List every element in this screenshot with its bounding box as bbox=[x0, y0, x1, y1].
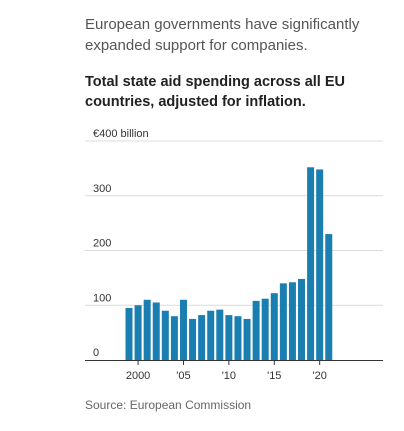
bar-2020 bbox=[316, 169, 324, 360]
bars bbox=[125, 167, 333, 360]
bar-2021 bbox=[325, 234, 333, 360]
bar-chart: 0 100 200 300 €400 billion 2000 '05 '10 '15 '20 bbox=[85, 128, 383, 382]
bar-2008 bbox=[207, 310, 215, 360]
y-tick-label: 0 bbox=[93, 347, 99, 359]
x-tick-label: '20 bbox=[313, 370, 327, 382]
bar-2017 bbox=[288, 282, 296, 360]
x-tick-label: 2000 bbox=[126, 370, 150, 382]
bar-2003 bbox=[161, 310, 169, 360]
x-tick-label: '15 bbox=[267, 370, 281, 382]
bar-2013 bbox=[252, 300, 260, 360]
bar-2012 bbox=[243, 318, 251, 360]
bar-2011 bbox=[234, 316, 242, 360]
bar-2004 bbox=[170, 316, 178, 360]
bar-2018 bbox=[298, 278, 306, 360]
y-tick-labels: 0 100 200 300 €400 billion bbox=[93, 128, 149, 359]
bar-2002 bbox=[152, 302, 160, 360]
y-tick-label: 300 bbox=[93, 183, 111, 195]
y-tick-label: €400 billion bbox=[93, 128, 149, 140]
bar-2015 bbox=[270, 293, 278, 360]
bar-2019 bbox=[307, 167, 315, 360]
bar-2001 bbox=[143, 299, 151, 360]
x-axis: 2000 '05 '10 '15 '20 bbox=[85, 360, 383, 382]
bar-2000 bbox=[134, 305, 142, 360]
bar-2010 bbox=[225, 315, 233, 360]
bar-2014 bbox=[261, 298, 269, 360]
bar-2016 bbox=[279, 283, 287, 360]
chart-title: Total state aid spending across all EU c… bbox=[85, 74, 345, 110]
gridlines bbox=[85, 140, 383, 306]
bar-1999 bbox=[125, 307, 133, 360]
bar-2007 bbox=[198, 315, 206, 360]
y-tick-label: 100 bbox=[93, 292, 111, 304]
y-tick-label: 200 bbox=[93, 238, 111, 250]
bar-2006 bbox=[189, 318, 197, 360]
intro-text: European governments have significantly … bbox=[85, 16, 360, 54]
x-tick-label: '10 bbox=[222, 370, 236, 382]
x-tick-label: '05 bbox=[176, 370, 190, 382]
bar-2009 bbox=[216, 309, 224, 360]
source-note: Source: European Commission bbox=[85, 398, 252, 412]
bar-2005 bbox=[179, 299, 187, 360]
